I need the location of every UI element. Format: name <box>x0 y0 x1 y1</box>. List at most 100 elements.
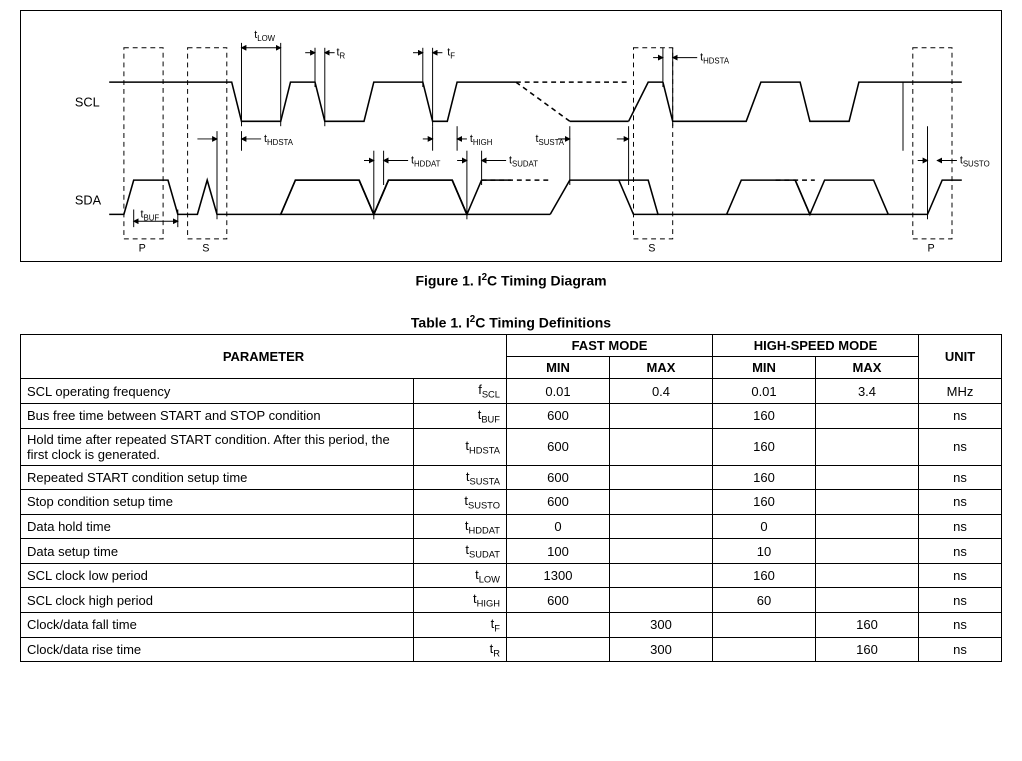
param-cell: Data setup time <box>21 539 414 564</box>
symbol-cell: tSUDAT <box>414 539 507 564</box>
figure-caption: Figure 1. I2C Timing Diagram <box>10 272 1012 289</box>
th-fast: FAST MODE <box>507 335 713 357</box>
unit-cell: ns <box>919 403 1002 428</box>
unit-cell: ns <box>919 428 1002 465</box>
th-hs-min: MIN <box>713 357 816 379</box>
symbol-cell: tF <box>414 613 507 638</box>
th-hs: HIGH-SPEED MODE <box>713 335 919 357</box>
value-cell <box>713 637 816 662</box>
svg-text:tHDSTA: tHDSTA <box>700 52 730 66</box>
value-cell: 0 <box>507 514 610 539</box>
table-row: Data setup timetSUDAT10010ns <box>21 539 1002 564</box>
scl-label: SCL <box>75 95 100 110</box>
value-cell: 160 <box>713 490 816 515</box>
timing-table: PARAMETER FAST MODE HIGH-SPEED MODE UNIT… <box>20 334 1002 662</box>
timing-diagram-svg: SCL SDA <box>21 11 1001 261</box>
value-cell <box>610 428 713 465</box>
value-cell <box>610 403 713 428</box>
value-cell: 160 <box>713 403 816 428</box>
timing-diagram-frame: SCL SDA <box>20 10 1002 262</box>
value-cell <box>610 514 713 539</box>
svg-text:tHDSTA: tHDSTA <box>264 133 294 147</box>
svg-text:P: P <box>139 243 146 255</box>
value-cell: 3.4 <box>816 379 919 404</box>
param-cell: Clock/data rise time <box>21 637 414 662</box>
value-cell: 600 <box>507 588 610 613</box>
table-row: Stop condition setup timetSUSTO600 160 ns <box>21 490 1002 515</box>
value-cell <box>713 613 816 638</box>
svg-text:P: P <box>928 243 935 255</box>
value-cell <box>610 490 713 515</box>
symbol-cell: tHDDAT <box>414 514 507 539</box>
svg-text:tF: tF <box>447 47 455 61</box>
value-cell: 160 <box>713 563 816 588</box>
param-cell: SCL clock high period <box>21 588 414 613</box>
value-cell: 0.01 <box>713 379 816 404</box>
svg-text:S: S <box>202 243 209 255</box>
value-cell: 600 <box>507 465 610 490</box>
param-cell: Repeated START condition setup time <box>21 465 414 490</box>
symbol-cell: fSCL <box>414 379 507 404</box>
value-cell: 0 <box>713 514 816 539</box>
param-cell: Clock/data fall time <box>21 613 414 638</box>
table-row: Data hold timetHDDAT00ns <box>21 514 1002 539</box>
th-parameter: PARAMETER <box>21 335 507 379</box>
unit-cell: ns <box>919 613 1002 638</box>
param-cell: Bus free time between START and STOP con… <box>21 403 414 428</box>
param-cell: Stop condition setup time <box>21 490 414 515</box>
table-row: SCL clock high periodtHIGH600 60 ns <box>21 588 1002 613</box>
symbol-cell: tSUSTO <box>414 490 507 515</box>
value-cell <box>816 403 919 428</box>
table-row: Clock/data rise timetR300160ns <box>21 637 1002 662</box>
svg-text:tR: tR <box>337 47 346 61</box>
param-cell: SCL operating frequency <box>21 379 414 404</box>
symbol-cell: tHDSTA <box>414 428 507 465</box>
th-unit: UNIT <box>919 335 1002 379</box>
unit-cell: ns <box>919 637 1002 662</box>
symbol-cell: tLOW <box>414 563 507 588</box>
value-cell: 1300 <box>507 563 610 588</box>
table-row: Bus free time between START and STOP con… <box>21 403 1002 428</box>
svg-text:tSUSTO: tSUSTO <box>960 154 990 168</box>
svg-text:tLOW: tLOW <box>254 29 275 43</box>
value-cell <box>816 588 919 613</box>
unit-cell: ns <box>919 539 1002 564</box>
table-row: Repeated START condition setup timetSUST… <box>21 465 1002 490</box>
table-row: SCL clock low periodtLOW1300160ns <box>21 563 1002 588</box>
unit-cell: ns <box>919 588 1002 613</box>
value-cell <box>816 514 919 539</box>
value-cell: 100 <box>507 539 610 564</box>
svg-text:tHDDAT: tHDDAT <box>411 154 441 168</box>
value-cell: 60 <box>713 588 816 613</box>
value-cell <box>610 539 713 564</box>
value-cell <box>507 637 610 662</box>
value-cell: 600 <box>507 490 610 515</box>
unit-cell: ns <box>919 563 1002 588</box>
value-cell: 600 <box>507 403 610 428</box>
value-cell <box>816 563 919 588</box>
table-row: Hold time after repeated START condition… <box>21 428 1002 465</box>
th-fast-min: MIN <box>507 357 610 379</box>
symbol-cell: tSUSTA <box>414 465 507 490</box>
svg-text:tSUSTA: tSUSTA <box>536 133 565 147</box>
table-row: Clock/data fall timetF300160ns <box>21 613 1002 638</box>
unit-cell: ns <box>919 490 1002 515</box>
svg-text:S: S <box>648 243 655 255</box>
svg-text:tSUDAT: tSUDAT <box>509 154 538 168</box>
symbol-cell: tBUF <box>414 403 507 428</box>
value-cell: 300 <box>610 637 713 662</box>
sda-label: SDA <box>75 193 102 208</box>
value-cell <box>816 428 919 465</box>
unit-cell: MHz <box>919 379 1002 404</box>
value-cell <box>816 465 919 490</box>
value-cell: 160 <box>713 465 816 490</box>
value-cell: 600 <box>507 428 610 465</box>
table-row: SCL operating frequencyfSCL0.010.40.013.… <box>21 379 1002 404</box>
unit-cell: ns <box>919 514 1002 539</box>
value-cell <box>610 563 713 588</box>
unit-cell: ns <box>919 465 1002 490</box>
value-cell <box>610 588 713 613</box>
value-cell <box>507 613 610 638</box>
th-hs-max: MAX <box>816 357 919 379</box>
symbol-cell: tHIGH <box>414 588 507 613</box>
